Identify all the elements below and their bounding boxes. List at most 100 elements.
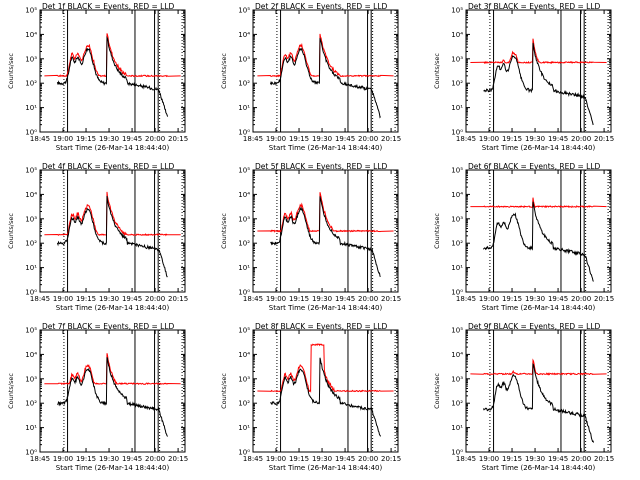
y-tick-label: 10⁴ <box>451 351 463 359</box>
y-tick-label: 10³ <box>451 55 463 63</box>
x-tick-label: 19:45 <box>548 295 568 303</box>
x-tick-label: 20:00 <box>571 135 591 143</box>
x-tick-label: 20:15 <box>168 455 188 463</box>
y-tick-label: 10³ <box>238 215 250 223</box>
x-axis-label: Start Time (26-Mar-14 18:44:40) <box>56 304 170 312</box>
y-tick-label: 10⁴ <box>25 351 37 359</box>
x-tick-label: 18:45 <box>456 455 476 463</box>
y-tick-label: 10⁴ <box>451 31 463 39</box>
x-tick-label: 19:45 <box>335 135 355 143</box>
panel-4: Det 4f BLACK = Events, RED = LLD 10⁰ 10¹ 10… <box>7 162 188 312</box>
x-tick-label: 19:00 <box>479 455 499 463</box>
x-tick-label: 19:00 <box>479 135 499 143</box>
x-tick-label: 19:15 <box>289 295 309 303</box>
y-tick-label: 10¹ <box>451 264 463 272</box>
panel-title: Det 4f BLACK = Events, RED = LLD <box>42 162 175 171</box>
x-tick-label: 19:00 <box>266 135 286 143</box>
y-axis-label: Counts/sec <box>220 53 228 89</box>
x-tick-label: 19:00 <box>479 295 499 303</box>
y-tick-label: 10³ <box>238 55 250 63</box>
y-axis-label: Counts/sec <box>220 373 228 409</box>
x-tick-label: 19:00 <box>266 295 286 303</box>
x-tick-label: 19:45 <box>122 295 142 303</box>
x-tick-label: 20:15 <box>594 295 614 303</box>
y-tick-label: 10⁰ <box>25 289 37 297</box>
y-tick-label: 10⁵ <box>451 7 463 15</box>
plot-frame <box>465 9 612 133</box>
y-tick-label: 10⁰ <box>451 289 463 297</box>
panel-title: Det 2f BLACK = Events, RED = LLD <box>255 2 388 11</box>
y-tick-label: 10³ <box>25 215 37 223</box>
lld-series-line <box>257 343 394 393</box>
plot-frame <box>252 169 399 293</box>
y-tick-label: 10⁴ <box>25 31 37 39</box>
x-tick-label: 19:30 <box>525 135 545 143</box>
y-tick-label: 10¹ <box>25 104 37 112</box>
y-tick-label: 10³ <box>451 215 463 223</box>
events-series-line <box>482 363 595 443</box>
x-tick-label: 19:15 <box>502 295 522 303</box>
x-tick-label: 19:00 <box>53 135 73 143</box>
y-axis-label: Counts/sec <box>433 53 441 89</box>
x-tick-label: 18:45 <box>30 455 50 463</box>
plot-frame <box>465 169 612 293</box>
y-tick-label: 10¹ <box>238 264 250 272</box>
panel-7: Det 7f BLACK = Events, RED = LLD 10⁰ 10¹ 10… <box>7 322 188 472</box>
panel-title: Det 5f BLACK = Events, RED = LLD <box>255 162 388 171</box>
lld-series-line <box>470 197 607 209</box>
x-tick-label: 18:45 <box>456 135 476 143</box>
x-tick-label: 19:30 <box>99 135 119 143</box>
y-tick-label: 10⁴ <box>25 191 37 199</box>
x-tick-label: 19:15 <box>76 295 96 303</box>
panel-6: Det 6f BLACK = Events, RED = LLD 10⁰ 10¹ 10… <box>433 162 614 312</box>
x-tick-label: 20:15 <box>594 135 614 143</box>
panel-9: Det 9f BLACK = Events, RED = LLD 10⁰ 10¹ 10… <box>433 322 614 472</box>
y-tick-label: 10⁵ <box>238 7 250 15</box>
events-series-line <box>483 42 594 126</box>
x-tick-label: 19:15 <box>289 135 309 143</box>
lld-series-line <box>470 358 607 376</box>
y-tick-label: 10³ <box>25 55 37 63</box>
y-tick-label: 10⁰ <box>25 129 37 137</box>
y-tick-label: 10⁰ <box>451 129 463 137</box>
x-tick-label: 19:30 <box>312 135 332 143</box>
y-tick-label: 10² <box>238 80 250 88</box>
x-tick-label: 20:15 <box>381 295 401 303</box>
x-tick-label: 20:00 <box>145 135 165 143</box>
x-tick-label: 19:15 <box>502 135 522 143</box>
x-tick-label: 19:45 <box>122 135 142 143</box>
y-tick-label: 10² <box>25 240 37 248</box>
x-tick-label: 20:15 <box>381 135 401 143</box>
y-tick-label: 10¹ <box>238 104 250 112</box>
x-tick-label: 20:15 <box>594 455 614 463</box>
x-axis-label: Start Time (26-Mar-14 18:44:40) <box>269 304 383 312</box>
y-tick-label: 10⁴ <box>238 191 250 199</box>
x-axis-label: Start Time (26-Mar-14 18:44:40) <box>56 464 170 472</box>
x-tick-label: 20:00 <box>358 135 378 143</box>
events-series-line <box>270 196 381 277</box>
events-series-line <box>482 201 594 282</box>
y-tick-label: 10⁵ <box>25 327 37 335</box>
x-tick-label: 18:45 <box>30 295 50 303</box>
x-tick-label: 19:45 <box>548 455 568 463</box>
x-axis-label: Start Time (26-Mar-14 18:44:40) <box>482 144 596 152</box>
lld-series-line <box>44 33 181 78</box>
y-tick-label: 10² <box>25 400 37 408</box>
x-tick-label: 18:45 <box>243 455 263 463</box>
panel-title: Det 3f BLACK = Events, RED = LLD <box>468 2 601 11</box>
x-tick-label: 19:30 <box>312 455 332 463</box>
lld-series-line <box>470 38 607 65</box>
x-tick-label: 19:45 <box>335 455 355 463</box>
x-tick-label: 20:00 <box>571 455 591 463</box>
y-tick-label: 10³ <box>25 375 37 383</box>
x-tick-label: 20:00 <box>145 455 165 463</box>
y-tick-label: 10⁰ <box>451 449 463 457</box>
events-series-line <box>56 195 168 278</box>
x-tick-label: 18:45 <box>243 295 263 303</box>
y-tick-label: 10² <box>451 80 463 88</box>
lld-series-line <box>44 353 181 386</box>
y-tick-label: 10² <box>451 400 463 408</box>
y-tick-label: 10⁵ <box>25 167 37 175</box>
events-series-line <box>56 35 169 117</box>
